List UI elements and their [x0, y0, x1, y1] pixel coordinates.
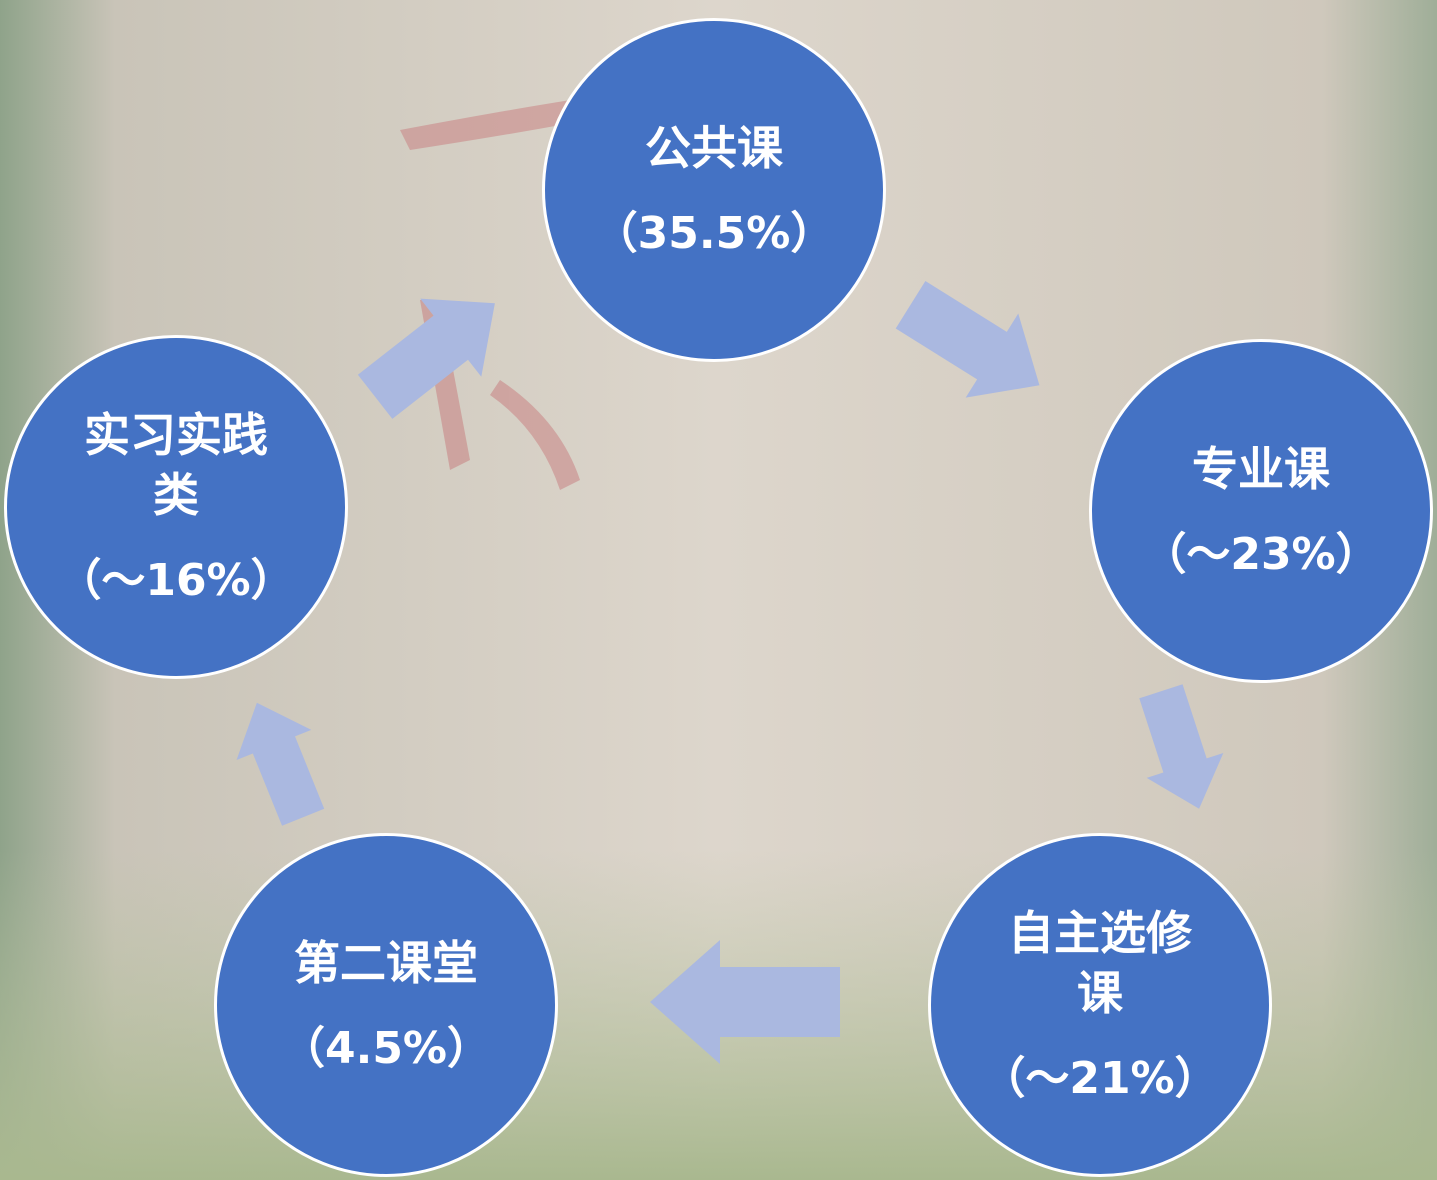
node-label: 第二课堂 [281, 934, 491, 994]
node-label: 自主选修课 [995, 904, 1205, 1024]
node: 专业课 （～23%） [1089, 339, 1433, 683]
node-share: （4.5%） [281, 1012, 491, 1076]
node: 第二课堂 （4.5%） [214, 833, 558, 1177]
node-label: 公共课 [609, 119, 819, 179]
page: 公共课 （35.5%） 专业课 （～23%） 自主选修课 （～21%） 第二课堂 （4.5%）… [0, 0, 1437, 1180]
node: 自主选修课 （～21%） [928, 833, 1272, 1177]
node-share: （～23%） [1142, 518, 1379, 582]
node: 公共课 （35.5%） [542, 18, 886, 362]
node: 实习实践类 （～16%） [4, 335, 348, 679]
node-label: 专业课 [1156, 440, 1366, 500]
node-label: 实习实践类 [71, 406, 281, 526]
node-share: （35.5%） [594, 197, 835, 261]
node-share: （～16%） [57, 544, 294, 608]
node-share: （～21%） [981, 1042, 1218, 1106]
